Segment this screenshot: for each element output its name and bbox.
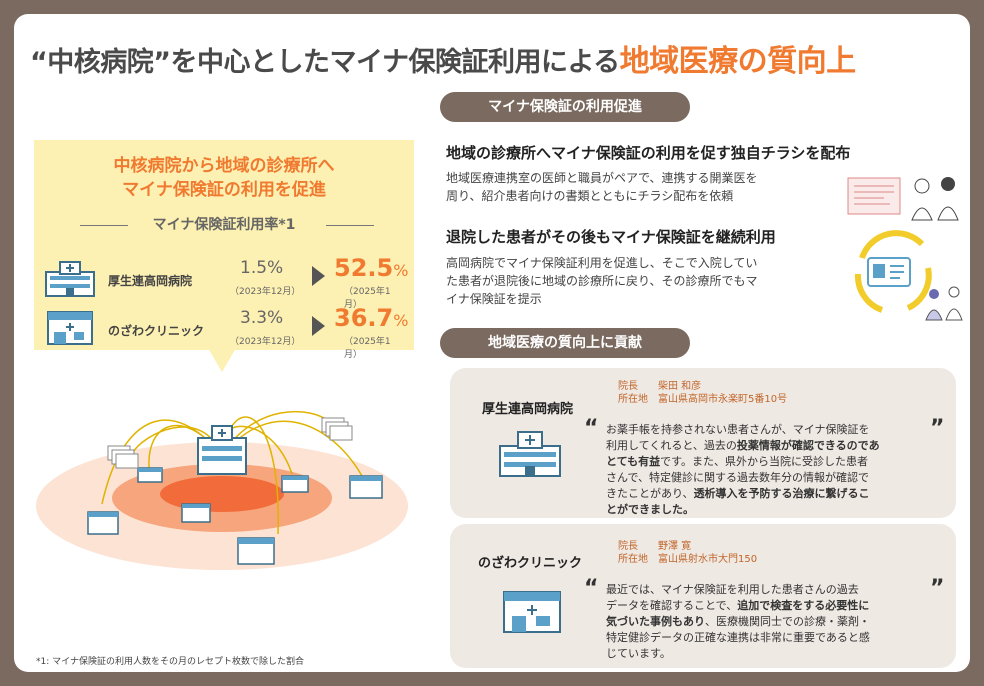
section1-item2-title: 退院した患者がその後もマイナ保険証を継続利用 — [446, 228, 776, 246]
rate-row-clinic: のざわクリニック 3.3% （2023年12月） 36.7% （2025年1月） — [44, 304, 408, 360]
clinic-new-rate: 36.7% — [334, 304, 409, 332]
divider-left — [80, 225, 128, 226]
hospital-name: 厚生連高岡病院 — [108, 274, 193, 288]
hospital-testimonial-card: 厚生連高岡病院 院長 柴田 和彦 所在地 富山県高岡市永楽町5番10号 “ お薬… — [450, 368, 956, 518]
open-quote-icon: “ — [584, 416, 599, 441]
page-title: “中核病院”を中心としたマイナ保険証利用による地域医療の質向上 — [30, 36, 856, 80]
infographic-card: “中核病院”を中心としたマイナ保険証利用による地域医療の質向上 中核病院から地域… — [14, 14, 970, 672]
clinic-new-date: （2025年1月） — [344, 337, 391, 360]
arrow-right-icon — [312, 266, 325, 286]
clinic-old-rate: 3.3% — [240, 308, 284, 328]
title-prefix: “中核病院”を中心としたマイナ保険証利用による — [30, 47, 620, 78]
section1-item2-body: 高岡病院でマイナ保険証利用を促進し、そこで入院してい た患者が退院後に地域の診療… — [446, 256, 758, 306]
section1-item1-body: 地域医療連携室の医師と職員がペアで、連携する開業医を 周り、紹介患者向けの書類と… — [446, 171, 758, 203]
flyer-doctors-illustration — [847, 177, 959, 221]
hospital-old-rate: 1.5% — [240, 258, 284, 278]
hospital-icon — [45, 261, 95, 297]
hospital-icon — [499, 431, 561, 477]
clinic-icon — [47, 311, 93, 345]
section1-item1-title: 地域の診療所へマイナ保険証の利用を促す独自チラシを配布 — [446, 144, 851, 162]
card2-meta: 院長 野澤 寛 所在地 富山県射水市大門150 — [618, 541, 758, 565]
close-quote-icon: ” — [930, 416, 945, 441]
title-highlight: 地域医療の質向上 — [619, 44, 857, 79]
section2-pill: 地域医療の質向上に貢献 — [440, 328, 690, 358]
hospital-new-date: （2025年1月） — [344, 287, 391, 310]
section1-pill: マイナ保険証の利用促進 — [440, 92, 690, 122]
clinic-old-date: （2023年12月） — [230, 337, 301, 347]
central-hospital-icon — [197, 425, 247, 475]
card1-meta: 院長 柴田 和彦 所在地 富山県高岡市永楽町5番10号 — [618, 381, 788, 405]
clinic-testimonial-card: のざわクリニック 院長 野澤 寛 所在地 富山県射水市大門150 “ 最近では、… — [450, 524, 956, 668]
regional-network-illustration — [36, 410, 408, 570]
panel-heading-line2: マイナ保険証の利用を促進 — [122, 180, 326, 200]
clinic-icon — [503, 591, 561, 633]
rate-title: マイナ保険証利用率*1 — [152, 217, 296, 233]
divider-right — [326, 225, 374, 226]
panel-heading-line1: 中核病院から地域の診療所へ — [113, 156, 335, 176]
card1-quote: お薬手帳を持参されない患者さんが、マイナ保険証を 利用してくれると、過去の投薬情… — [606, 423, 880, 516]
clinic-name: のざわクリニック — [108, 324, 205, 338]
card2-name: のざわクリニック — [478, 556, 583, 571]
close-quote-icon: ” — [930, 576, 945, 601]
hospital-new-rate: 52.5% — [334, 254, 409, 282]
usage-rate-panel: 中核病院から地域の診療所へ マイナ保険証の利用を促進 マイナ保険証利用率*1 厚… — [34, 140, 414, 360]
rate-row-hospital: 厚生連高岡病院 1.5% （2023年12月） 52.5% （2025年1月） — [44, 254, 408, 310]
card2-quote: 最近では、マイナ保険証を利用した患者さんの過去 データを確認することで、追加で検… — [606, 583, 870, 660]
card1-name: 厚生連高岡病院 — [482, 402, 574, 417]
arrow-right-icon — [312, 316, 325, 336]
open-quote-icon: “ — [584, 576, 599, 601]
hospital-old-date: （2023年12月） — [230, 287, 301, 297]
panel-pointer — [208, 348, 236, 372]
cycle-card-illustration — [854, 230, 963, 321]
footnote: *1: マイナ保険証の利用人数をその月のレセプト枚数で除した割合 — [36, 657, 304, 667]
